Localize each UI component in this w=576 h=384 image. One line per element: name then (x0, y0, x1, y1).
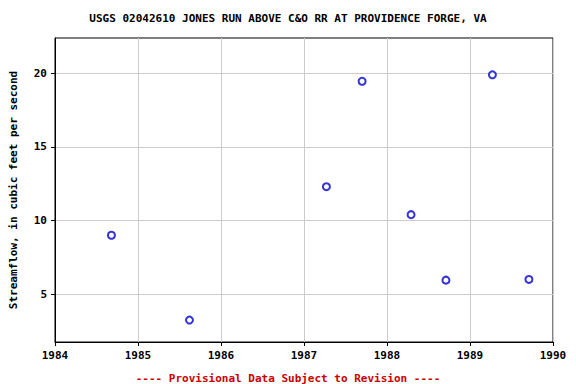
svg-text:---- Provisional Data Subject: ---- Provisional Data Subject to Revisio… (136, 372, 441, 384)
svg-text:Streamflow, in cubic feet per: Streamflow, in cubic feet per second (7, 71, 20, 309)
svg-text:1990: 1990 (540, 349, 567, 362)
svg-text:1987: 1987 (291, 349, 318, 362)
svg-text:10: 10 (34, 214, 47, 227)
svg-text:1988: 1988 (374, 349, 401, 362)
svg-text:1984: 1984 (42, 349, 69, 362)
svg-text:20: 20 (34, 67, 47, 80)
svg-text:15: 15 (34, 140, 47, 153)
svg-text:1989: 1989 (457, 349, 484, 362)
svg-text:1985: 1985 (125, 349, 152, 362)
svg-text:1986: 1986 (208, 349, 235, 362)
svg-text:USGS 02042610 JONES RUN ABOVE: USGS 02042610 JONES RUN ABOVE C&O RR AT … (89, 12, 487, 25)
svg-text:5: 5 (40, 288, 47, 301)
